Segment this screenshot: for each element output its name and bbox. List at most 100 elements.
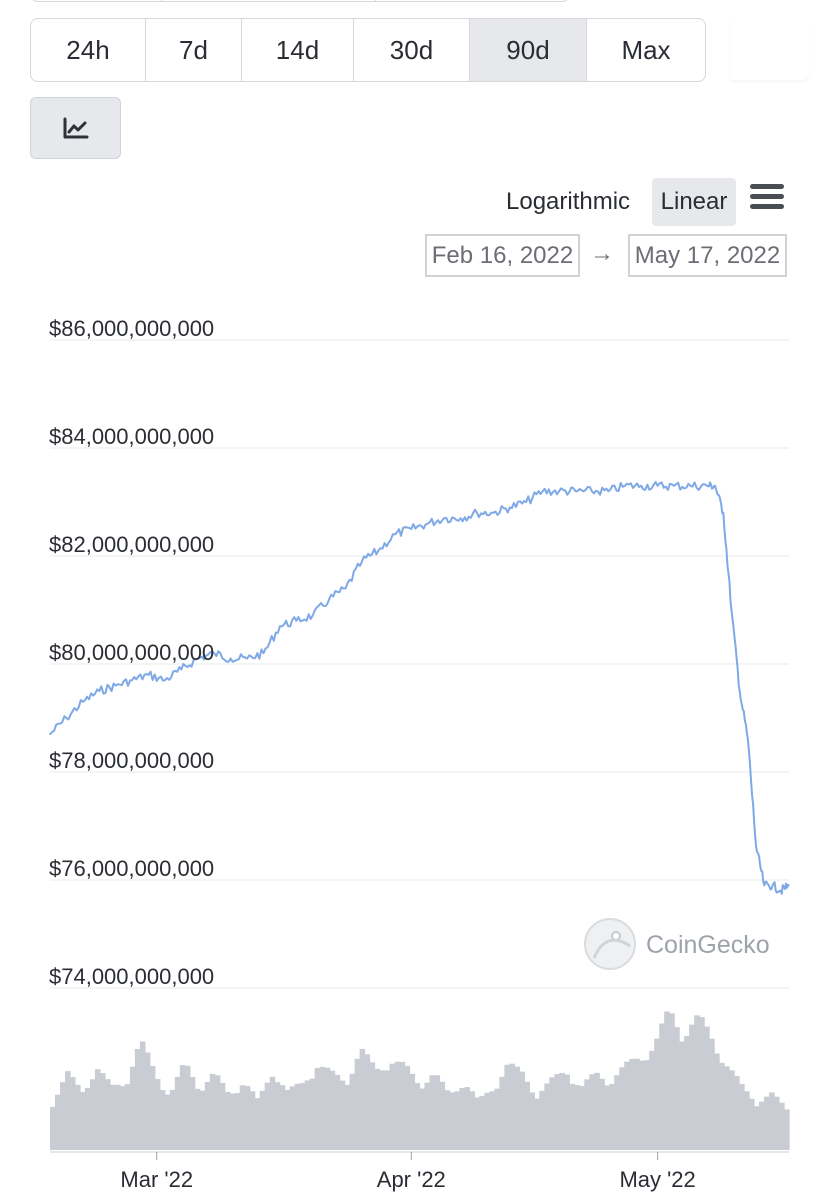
- linear-scale-button[interactable]: Linear: [652, 178, 736, 226]
- volume-bar: [404, 1065, 411, 1150]
- volume-bar: [529, 1092, 535, 1150]
- volume-bar: [589, 1074, 595, 1150]
- tab-90d[interactable]: 90d: [470, 19, 587, 81]
- tab-30d[interactable]: 30d: [354, 19, 470, 81]
- data-point: [673, 485, 675, 487]
- volume-bar: [339, 1080, 346, 1150]
- volume-bar: [244, 1086, 251, 1150]
- volume-bar: [519, 1071, 525, 1150]
- volume-bar: [334, 1074, 341, 1150]
- volume-bar: [474, 1097, 481, 1150]
- volume-bar: [654, 1038, 660, 1150]
- volume-bar: [424, 1082, 431, 1150]
- volume-bar: [129, 1066, 136, 1150]
- coingecko-watermark: CoinGecko: [584, 918, 770, 970]
- data-point: [640, 485, 642, 487]
- volume-bar: [254, 1098, 261, 1150]
- volume-bar: [364, 1054, 371, 1150]
- volume-bar: [314, 1067, 321, 1150]
- volume-bar: [189, 1077, 196, 1150]
- tab-14d[interactable]: 14d: [242, 19, 354, 81]
- volume-bar: [399, 1061, 406, 1150]
- volume-bar: [89, 1079, 96, 1150]
- volume-bar: [689, 1024, 695, 1150]
- data-point: [394, 533, 396, 536]
- volume-bar: [124, 1084, 131, 1150]
- volume-bar: [159, 1090, 166, 1150]
- volume-bar: [359, 1048, 366, 1150]
- volume-bar: [464, 1087, 471, 1150]
- volume-bar: [119, 1086, 126, 1150]
- data-point: [779, 890, 782, 892]
- volume-bar: [489, 1091, 495, 1150]
- volume-bar: [499, 1076, 505, 1150]
- data-point: [180, 668, 183, 671]
- volume-bar: [704, 1026, 710, 1150]
- volume-bar: [449, 1092, 456, 1150]
- y-tick-label: $84,000,000,000: [49, 424, 214, 449]
- volume-bar: [709, 1038, 715, 1150]
- logarithmic-scale-button[interactable]: Logarithmic: [506, 188, 631, 215]
- data-point: [377, 549, 380, 552]
- data-point: [410, 528, 413, 530]
- volume-bar: [659, 1023, 665, 1150]
- data-point: [509, 506, 511, 509]
- data-point: [623, 485, 626, 487]
- volume-bar: [719, 1062, 725, 1150]
- volume-bar: [604, 1085, 610, 1150]
- volume-bar: [744, 1091, 750, 1150]
- data-point: [49, 733, 51, 735]
- data-point: [229, 657, 232, 660]
- volume-bar: [599, 1078, 605, 1150]
- volume-bar: [239, 1085, 246, 1150]
- volume-bar: [54, 1094, 61, 1150]
- date-to-input[interactable]: May 17, 2022: [628, 234, 787, 277]
- volume-bar: [179, 1065, 186, 1150]
- volume-bar: [64, 1071, 71, 1150]
- volume-bar: [249, 1091, 256, 1150]
- volume-bar: [459, 1087, 466, 1150]
- volume-bar: [494, 1088, 500, 1150]
- data-point: [492, 512, 495, 514]
- volume-bar: [269, 1076, 276, 1150]
- volume-bar: [409, 1073, 416, 1150]
- volume-bar: [324, 1067, 331, 1150]
- volume-bar: [714, 1053, 720, 1150]
- volume-bar: [329, 1070, 336, 1150]
- tab-24h[interactable]: 24h: [31, 19, 146, 81]
- tab-7d[interactable]: 7d: [146, 19, 242, 81]
- data-point: [459, 517, 462, 519]
- volume-bar: [774, 1096, 780, 1150]
- data-point: [656, 485, 659, 487]
- y-tick-label: $86,000,000,000: [49, 316, 214, 341]
- volume-bar: [769, 1092, 775, 1150]
- volume-bar: [154, 1079, 161, 1150]
- volume-bar: [669, 1013, 675, 1150]
- volume-bar: [509, 1063, 515, 1150]
- volume-bar: [739, 1083, 745, 1150]
- data-point: [82, 701, 84, 703]
- volume-bar: [749, 1098, 755, 1150]
- date-from-input[interactable]: Feb 16, 2022: [425, 234, 580, 277]
- volume-bar: [259, 1090, 266, 1150]
- volume-bar: [684, 1035, 690, 1150]
- data-point: [541, 490, 544, 492]
- data-point: [361, 560, 363, 563]
- volume-bar: [554, 1074, 560, 1150]
- volume-bar: [679, 1041, 685, 1150]
- volume-bar: [504, 1064, 510, 1150]
- tab-max[interactable]: Max: [621, 34, 671, 65]
- volume-bar: [419, 1088, 426, 1150]
- data-point: [328, 598, 330, 600]
- volume-bar: [379, 1070, 386, 1150]
- volume-bar: [84, 1087, 91, 1150]
- hamburger-menu-icon[interactable]: [748, 184, 786, 216]
- volume-bar: [484, 1092, 491, 1150]
- volume-bar: [584, 1079, 590, 1150]
- volume-bar: [109, 1084, 116, 1150]
- line-chart-toggle-button[interactable]: [30, 97, 121, 159]
- volume-bar: [344, 1084, 351, 1150]
- data-point: [730, 609, 733, 611]
- data-point: [476, 512, 478, 514]
- arrow-right-icon: →: [590, 240, 614, 267]
